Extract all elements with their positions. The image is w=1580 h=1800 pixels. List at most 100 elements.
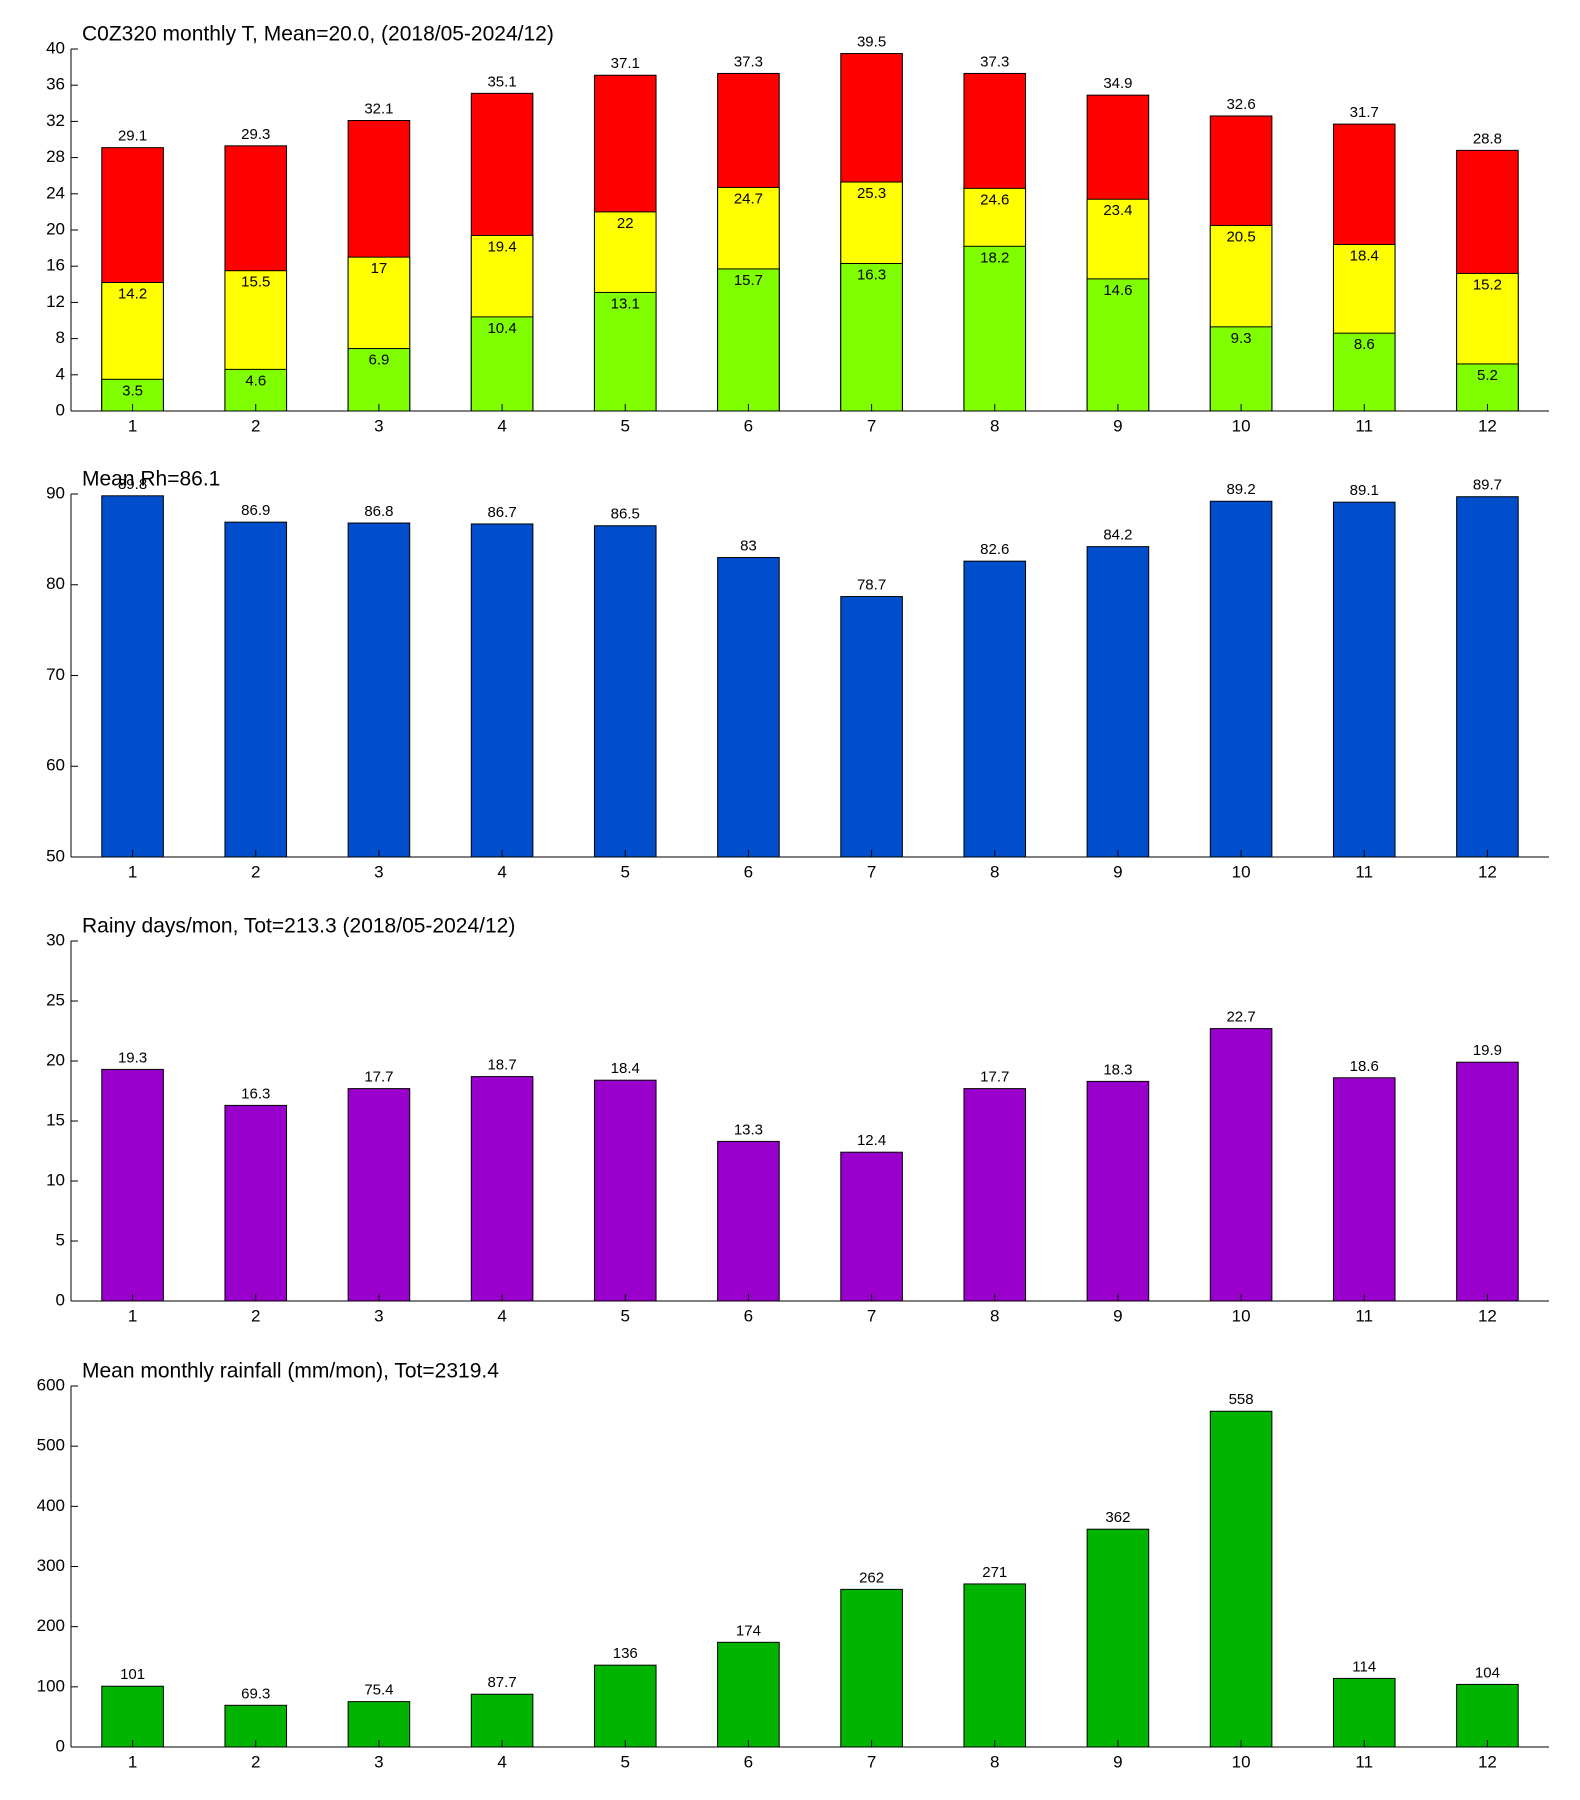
value-label: 84.2 [1103, 527, 1132, 544]
y-tick-label: 100 [37, 1676, 65, 1695]
y-tick-label: 500 [37, 1436, 65, 1455]
x-tick-label: 11 [1355, 862, 1373, 881]
y-tick-label: 200 [37, 1616, 65, 1635]
bar [1209, 1410, 1273, 1748]
bar [717, 268, 780, 412]
y-tick-label: 40 [46, 38, 65, 57]
value-label: 24.7 [734, 190, 763, 207]
value-label: 22 [617, 215, 634, 232]
x-tick-label: 10 [1232, 1752, 1251, 1771]
x-tick-label: 4 [497, 416, 506, 435]
y-tick-label: 8 [56, 328, 65, 347]
y-tick-label: 80 [46, 574, 65, 593]
value-label: 3.5 [122, 382, 143, 399]
bar [347, 1701, 411, 1748]
value-label: 86.7 [487, 504, 516, 521]
bar [1086, 546, 1150, 858]
bar [840, 1588, 903, 1748]
x-tick-label: 6 [744, 416, 753, 435]
x-tick-label: 9 [1113, 1752, 1122, 1771]
x-tick-label: 8 [990, 1306, 999, 1325]
x-tick-label: 2 [251, 1306, 260, 1325]
value-label: 35.1 [487, 73, 516, 90]
x-tick-label: 6 [744, 1752, 753, 1771]
value-label: 37.3 [980, 53, 1009, 70]
x-tick-label: 5 [621, 862, 630, 881]
y-tick-label: 28 [46, 147, 65, 166]
value-label: 14.2 [118, 285, 147, 302]
y-tick-label: 5 [56, 1230, 65, 1249]
bar [1209, 326, 1273, 412]
bar [963, 560, 1027, 858]
value-label: 17.7 [364, 1069, 393, 1086]
value-label: 16.3 [857, 266, 886, 283]
value-label: 32.6 [1226, 96, 1255, 113]
bar [101, 1685, 164, 1748]
x-tick-label: 12 [1478, 416, 1497, 435]
x-tick-label: 8 [990, 416, 999, 435]
bar [840, 262, 903, 412]
x-tick-label: 9 [1113, 1306, 1122, 1325]
y-tick-label: 600 [37, 1375, 65, 1394]
bar [101, 1068, 164, 1302]
value-label: 18.7 [487, 1057, 516, 1074]
x-tick-label: 8 [990, 862, 999, 881]
bar [470, 523, 534, 858]
x-tick-label: 5 [621, 1306, 630, 1325]
x-tick-label: 7 [867, 416, 876, 435]
value-label: 29.3 [241, 126, 270, 143]
x-tick-label: 7 [867, 1306, 876, 1325]
value-label: 24.6 [980, 191, 1009, 208]
value-label: 25.3 [857, 185, 886, 202]
y-tick-label: 36 [46, 75, 65, 94]
value-label: 32.1 [364, 100, 393, 117]
bar [963, 245, 1027, 412]
value-label: 89.1 [1350, 482, 1379, 499]
value-label: 89.2 [1226, 481, 1255, 498]
bar [963, 1583, 1027, 1748]
bar [1086, 1528, 1150, 1748]
y-tick-label: 24 [46, 183, 65, 202]
bar [1086, 1080, 1150, 1302]
x-tick-label: 12 [1478, 862, 1497, 881]
x-tick-label: 3 [374, 416, 383, 435]
value-label: 114 [1352, 1658, 1376, 1675]
chart-title: Mean monthly rainfall (mm/mon), Tot=2319… [82, 1360, 499, 1383]
x-tick-label: 2 [251, 1752, 260, 1771]
x-tick-label: 12 [1478, 1752, 1497, 1771]
value-label: 17 [371, 260, 388, 277]
value-label: 174 [736, 1622, 761, 1639]
x-tick-label: 11 [1355, 416, 1373, 435]
x-tick-label: 9 [1113, 416, 1122, 435]
y-tick-label: 16 [46, 256, 65, 275]
bar [224, 1104, 288, 1302]
y-tick-label: 70 [46, 665, 65, 684]
value-label: 37.3 [734, 53, 763, 70]
y-tick-label: 400 [37, 1496, 65, 1515]
value-label: 362 [1105, 1509, 1130, 1526]
value-label: 18.2 [980, 249, 1009, 266]
y-tick-label: 15 [46, 1110, 65, 1129]
bar [717, 557, 780, 858]
x-tick-label: 2 [251, 862, 260, 881]
chart-title: Mean Rh=86.1 [82, 468, 220, 491]
value-label: 18.4 [1350, 247, 1379, 264]
value-label: 14.6 [1103, 282, 1132, 299]
value-label: 75.4 [364, 1682, 393, 1699]
bar [840, 596, 903, 858]
bar [963, 1088, 1027, 1302]
value-label: 15.7 [734, 272, 763, 289]
value-label: 19.9 [1473, 1042, 1502, 1059]
value-label: 104 [1475, 1664, 1500, 1681]
x-tick-label: 3 [374, 862, 383, 881]
x-tick-label: 5 [621, 1752, 630, 1771]
x-tick-label: 4 [497, 1306, 506, 1325]
bar [1456, 363, 1519, 412]
bar [593, 525, 657, 858]
bar [470, 1076, 534, 1302]
value-label: 12.4 [857, 1132, 886, 1149]
value-label: 39.5 [857, 33, 886, 50]
value-label: 4.6 [245, 372, 266, 389]
x-tick-label: 7 [867, 862, 876, 881]
